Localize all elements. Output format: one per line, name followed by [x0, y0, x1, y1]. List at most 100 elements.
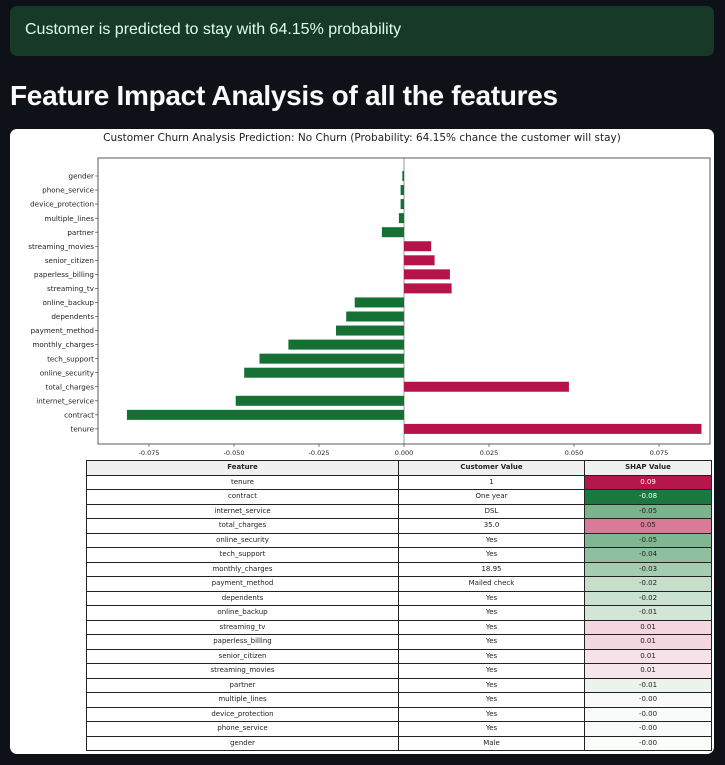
- y-tick-label: gender: [69, 172, 95, 181]
- cell-customer-value: Yes: [398, 721, 585, 737]
- cell-feature: multiple_lines: [86, 692, 399, 708]
- cell-shap-value: -0.00: [584, 721, 712, 737]
- cell-customer-value: Yes: [398, 590, 585, 606]
- column-header-feature: Feature: [86, 460, 399, 476]
- y-tick-label: tenure: [70, 425, 94, 434]
- cell-shap-value: 0.01: [584, 634, 712, 650]
- cell-customer-value: Yes: [398, 634, 585, 650]
- cell-shap-value: -0.00: [584, 735, 712, 751]
- bar-total-charges: [404, 381, 569, 392]
- x-tick-label: 0.000: [395, 449, 414, 457]
- cell-customer-value: Yes: [398, 692, 585, 708]
- table-row: senior_citizen Yes 0.01: [86, 648, 712, 664]
- cell-feature: payment_method: [86, 576, 399, 592]
- bar-online-backup: [354, 297, 404, 308]
- y-tick-label: streaming_movies: [28, 242, 94, 251]
- bar-monthly-charges: [288, 339, 404, 350]
- bar-tenure: [404, 423, 702, 434]
- cell-shap-value: -0.05: [584, 503, 712, 519]
- bar-contract: [126, 409, 405, 420]
- table-row: internet_service DSL -0.05: [86, 503, 712, 519]
- cell-feature: dependents: [86, 590, 399, 606]
- bar-phone-service: [400, 185, 404, 196]
- table-row: device_protection Yes -0.00: [86, 706, 712, 722]
- chart-title: Customer Churn Analysis Prediction: No C…: [103, 132, 621, 144]
- x-tick-label: 0.075: [650, 449, 669, 457]
- table-row: contract One year -0.08: [86, 489, 712, 505]
- cell-feature: phone_service: [86, 721, 399, 737]
- y-tick-label: internet_service: [36, 396, 94, 405]
- table-row: gender Male -0.00: [86, 735, 712, 751]
- y-tick-label: monthly_charges: [32, 340, 94, 349]
- cell-feature: streaming_movies: [86, 663, 399, 679]
- cell-customer-value: Yes: [398, 663, 585, 679]
- bar-multiple-lines: [398, 213, 404, 224]
- bar-partner: [381, 227, 404, 238]
- y-tick-label: online_backup: [43, 298, 95, 307]
- cell-customer-value: 18.95: [398, 561, 585, 577]
- table-row: tech_support Yes -0.04: [86, 547, 712, 563]
- cell-customer-value: One year: [398, 489, 585, 505]
- cell-feature: contract: [86, 489, 399, 505]
- prediction-alert: Customer is predicted to stay with 64.15…: [10, 6, 714, 56]
- table-row: multiple_lines Yes -0.00: [86, 692, 712, 708]
- bar-online-security: [244, 367, 404, 378]
- cell-customer-value: Yes: [398, 619, 585, 635]
- cell-customer-value: 1: [398, 474, 585, 490]
- cell-customer-value: Yes: [398, 706, 585, 722]
- x-tick-label: -0.025: [309, 449, 330, 457]
- bar-device-protection: [400, 199, 404, 210]
- prediction-alert-text: Customer is predicted to stay with 64.15…: [25, 21, 402, 38]
- table-row: tenure 1 0.09: [86, 474, 712, 490]
- shap-figure: Customer Churn Analysis Prediction: No C…: [10, 129, 714, 754]
- x-tick-label: 0.025: [480, 449, 499, 457]
- cell-feature: online_security: [86, 532, 399, 548]
- table-row: payment_method Mailed check -0.02: [86, 576, 712, 592]
- cell-feature: tenure: [86, 474, 399, 490]
- cell-customer-value: Yes: [398, 605, 585, 621]
- cell-shap-value: -0.04: [584, 547, 712, 563]
- cell-customer-value: 35.0: [398, 518, 585, 534]
- cell-feature: senior_citizen: [86, 648, 399, 664]
- bar-streaming-movies: [404, 241, 432, 252]
- y-tick-label: payment_method: [31, 326, 94, 335]
- table-header-row: Feature Customer Value SHAP Value: [86, 460, 712, 476]
- table-row: online_backup Yes -0.01: [86, 605, 712, 621]
- bar-payment-method: [336, 325, 404, 336]
- cell-shap-value: 0.01: [584, 648, 712, 664]
- cell-shap-value: -0.00: [584, 706, 712, 722]
- x-tick-label: -0.050: [224, 449, 245, 457]
- cell-customer-value: Yes: [398, 547, 585, 563]
- cell-shap-value: -0.05: [584, 532, 712, 548]
- shap-bar-chart: Customer Churn Analysis Prediction: No C…: [28, 132, 711, 457]
- y-tick-label: paperless_billing: [34, 270, 94, 279]
- column-header-shap-value: SHAP Value: [584, 460, 712, 476]
- cell-shap-value: -0.02: [584, 590, 712, 606]
- x-tick-label: -0.075: [139, 449, 160, 457]
- cell-shap-value: -0.00: [584, 692, 712, 708]
- cell-feature: paperless_billing: [86, 634, 399, 650]
- y-tick-label: dependents: [51, 312, 94, 321]
- cell-shap-value: -0.01: [584, 677, 712, 693]
- cell-shap-value: 0.09: [584, 474, 712, 490]
- y-tick-label: multiple_lines: [44, 214, 94, 223]
- cell-customer-value: Yes: [398, 677, 585, 693]
- bar-tech-support: [259, 353, 404, 364]
- table-row: streaming_movies Yes 0.01: [86, 663, 712, 679]
- bar-paperless-billing: [404, 269, 450, 280]
- page-heading: Feature Impact Analysis of all the featu…: [10, 80, 558, 111]
- y-tick-label: senior_citizen: [45, 256, 94, 265]
- bar-dependents: [346, 311, 404, 322]
- cell-feature: internet_service: [86, 503, 399, 519]
- bar-gender: [402, 171, 404, 181]
- cell-feature: total_charges: [86, 518, 399, 534]
- bar-internet-service: [235, 395, 404, 406]
- table-row: online_security Yes -0.05: [86, 532, 712, 548]
- table-row: total_charges 35.0 0.05: [86, 518, 712, 534]
- cell-customer-value: DSL: [398, 503, 585, 519]
- cell-shap-value: -0.08: [584, 489, 712, 505]
- column-header-customer-value: Customer Value: [398, 460, 585, 476]
- x-tick-label: 0.050: [565, 449, 584, 457]
- y-tick-label: total_charges: [46, 382, 95, 391]
- y-tick-label: partner: [67, 228, 94, 237]
